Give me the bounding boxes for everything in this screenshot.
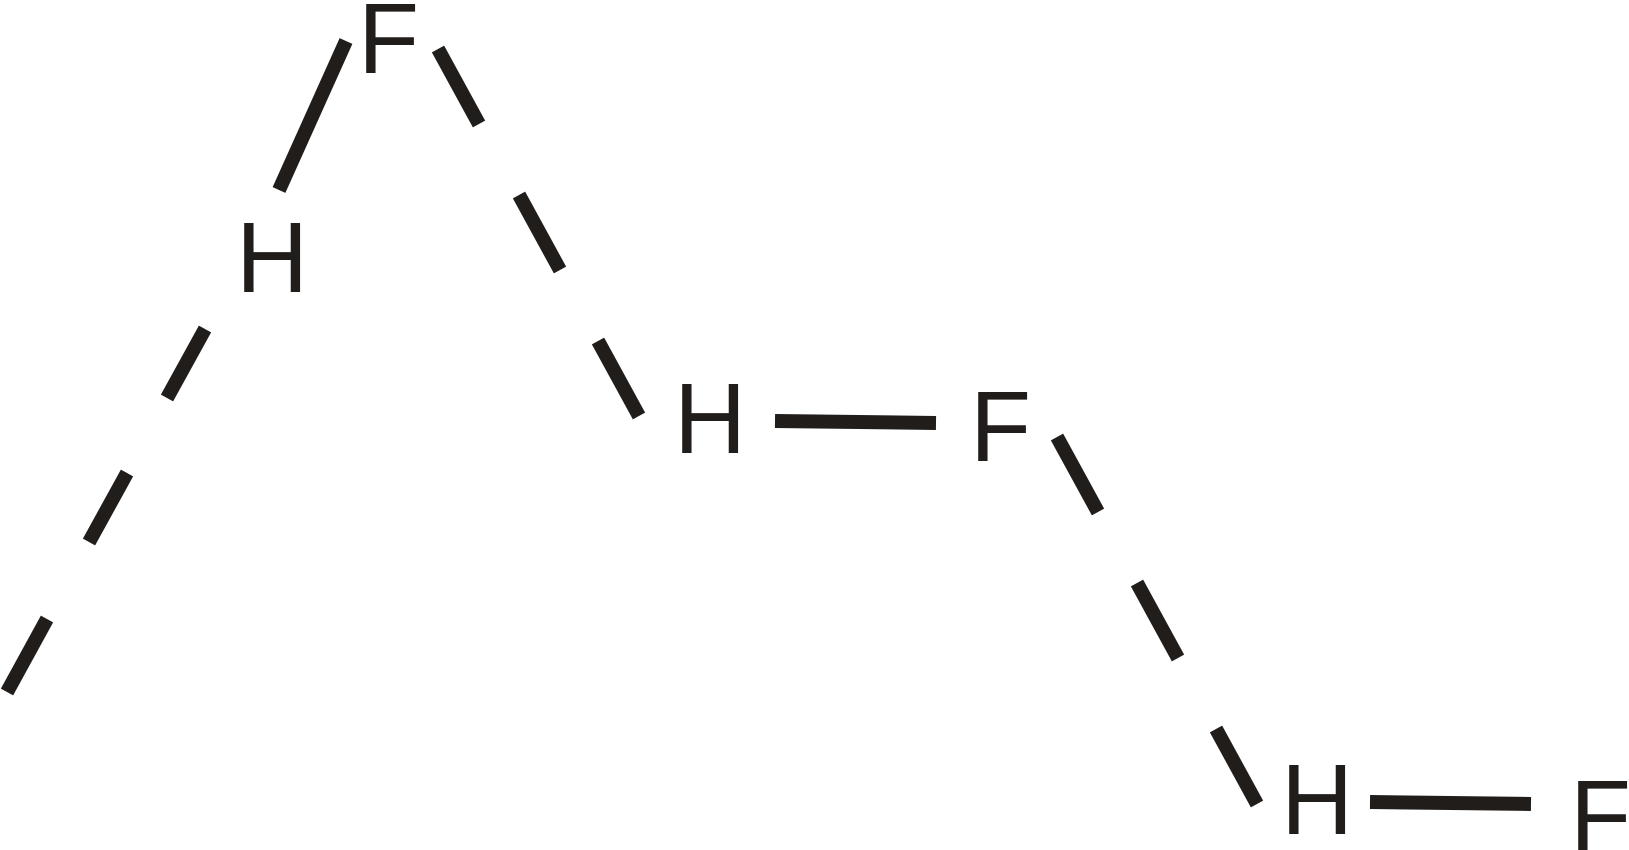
atom-h2: H	[674, 363, 746, 475]
hbond-dash	[1050, 433, 1105, 516]
covalent-bond-h3-f3	[1369, 795, 1532, 811]
hbond-dash	[512, 191, 567, 274]
hydrogen-bond-h1-offscreen	[0, 325, 212, 696]
hydrogen-bond-f1-h2	[431, 45, 646, 420]
hbond-dash	[431, 45, 486, 128]
hbond-dash	[591, 337, 646, 420]
atom-h1: H	[236, 202, 308, 314]
atom-f3: F	[1570, 760, 1629, 850]
atom-h3: H	[1281, 744, 1353, 850]
hydrogen-bond-f2-h3	[1050, 433, 1264, 808]
covalent-bond-h2-f2	[774, 414, 937, 430]
hbond-dash	[160, 325, 212, 402]
hbond-dash	[1130, 579, 1185, 662]
hbond-dash	[0, 615, 54, 696]
hbond-dash	[1209, 725, 1264, 808]
atom-f2: F	[970, 371, 1031, 483]
covalent-bond-h1-f1	[272, 38, 353, 193]
hbond-dash	[82, 469, 134, 546]
atom-f1: F	[358, 0, 419, 95]
